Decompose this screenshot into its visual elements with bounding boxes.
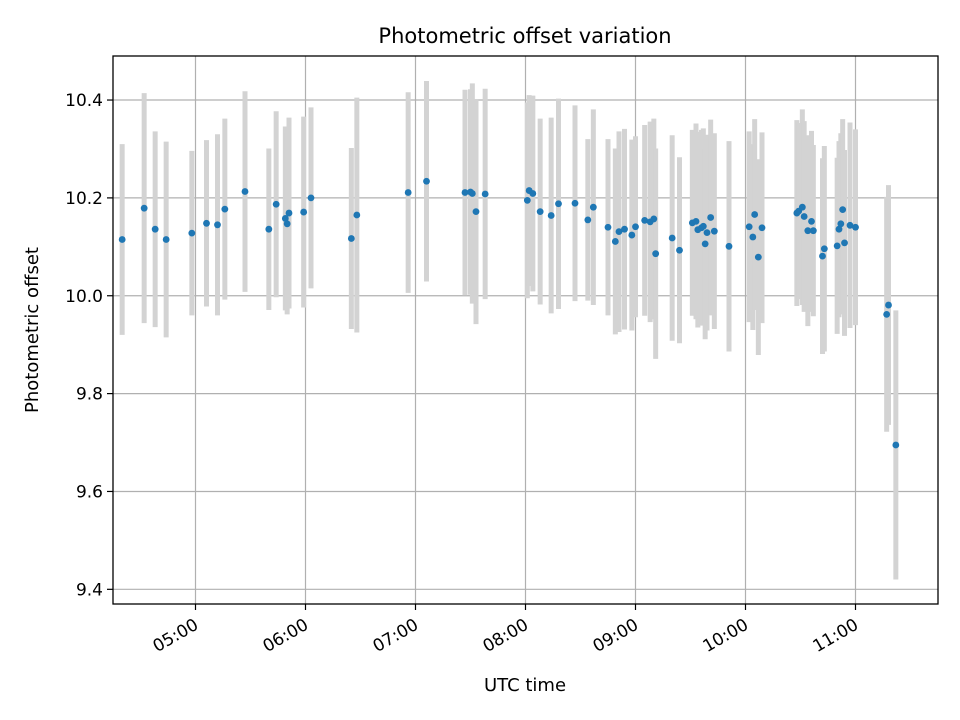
data-point bbox=[837, 220, 845, 228]
data-point bbox=[754, 253, 762, 261]
data-point bbox=[118, 236, 126, 243]
data-point bbox=[707, 214, 715, 221]
data-point bbox=[151, 225, 159, 233]
data-point bbox=[703, 229, 711, 237]
data-point bbox=[800, 213, 808, 220]
y-axis: 9.4 9.6 9.8 10.0 10.2 10.4 bbox=[65, 91, 113, 600]
data-point bbox=[650, 215, 658, 223]
chart-title: Photometric offset variation bbox=[378, 24, 671, 48]
data-point bbox=[529, 190, 537, 197]
data-point bbox=[162, 236, 170, 243]
data-point bbox=[307, 194, 315, 202]
data-point bbox=[523, 196, 531, 204]
data-point bbox=[749, 233, 757, 241]
data-point bbox=[808, 217, 815, 225]
data-point bbox=[547, 212, 555, 219]
data-point bbox=[615, 228, 623, 236]
data-point bbox=[265, 225, 273, 233]
y-tick-label: 9.4 bbox=[76, 580, 103, 600]
y-tick-label: 10.4 bbox=[65, 91, 103, 111]
data-point bbox=[804, 227, 812, 235]
data-point bbox=[281, 215, 289, 222]
data-point bbox=[241, 188, 249, 195]
data-point bbox=[852, 223, 859, 231]
data-point bbox=[819, 252, 826, 260]
data-point bbox=[745, 223, 753, 231]
y-tick-label: 9.8 bbox=[76, 385, 103, 405]
data-point bbox=[347, 235, 355, 242]
data-point bbox=[892, 441, 900, 449]
data-point bbox=[584, 216, 592, 224]
data-point bbox=[758, 224, 766, 232]
data-point bbox=[621, 225, 628, 233]
data-point bbox=[835, 225, 843, 233]
data-points bbox=[118, 177, 900, 449]
data-point bbox=[668, 234, 676, 242]
data-point bbox=[536, 208, 544, 215]
y-tick-label: 10.0 bbox=[65, 287, 103, 307]
data-point bbox=[285, 209, 293, 217]
data-point bbox=[300, 208, 308, 216]
data-point bbox=[699, 222, 707, 230]
data-point bbox=[628, 231, 636, 239]
data-point bbox=[481, 190, 489, 198]
data-point bbox=[641, 217, 649, 224]
data-point bbox=[820, 245, 828, 253]
data-point bbox=[140, 204, 148, 212]
y-tick-label: 10.2 bbox=[65, 189, 103, 209]
data-point bbox=[809, 227, 817, 235]
data-point bbox=[798, 203, 806, 211]
data-point bbox=[461, 189, 469, 196]
y-axis-title: Photometric offset bbox=[22, 247, 43, 413]
data-point bbox=[272, 200, 280, 208]
data-point bbox=[833, 242, 841, 250]
data-point bbox=[846, 221, 854, 229]
y-tick-label: 9.6 bbox=[76, 482, 103, 502]
x-axis-title: UTC time bbox=[484, 675, 566, 696]
data-point bbox=[604, 223, 612, 231]
data-point bbox=[710, 227, 718, 235]
data-point bbox=[841, 239, 848, 247]
data-point bbox=[468, 190, 476, 197]
data-point bbox=[632, 223, 639, 231]
data-point bbox=[652, 250, 660, 258]
data-point bbox=[885, 301, 892, 309]
data-point bbox=[283, 220, 291, 228]
data-point bbox=[221, 205, 229, 213]
data-point bbox=[555, 200, 562, 208]
data-point bbox=[701, 240, 709, 248]
data-point bbox=[472, 208, 480, 215]
data-point bbox=[676, 246, 683, 254]
data-point bbox=[188, 229, 196, 237]
data-point bbox=[589, 203, 597, 211]
data-point bbox=[353, 211, 361, 219]
data-point bbox=[692, 217, 700, 225]
data-point bbox=[883, 310, 891, 318]
data-point bbox=[751, 211, 759, 218]
data-point bbox=[725, 242, 733, 250]
data-point bbox=[203, 219, 210, 227]
data-point bbox=[571, 199, 579, 207]
data-point bbox=[839, 206, 847, 214]
data-point bbox=[214, 221, 221, 229]
data-point bbox=[423, 177, 430, 185]
data-point bbox=[611, 238, 619, 245]
data-point bbox=[404, 189, 412, 196]
